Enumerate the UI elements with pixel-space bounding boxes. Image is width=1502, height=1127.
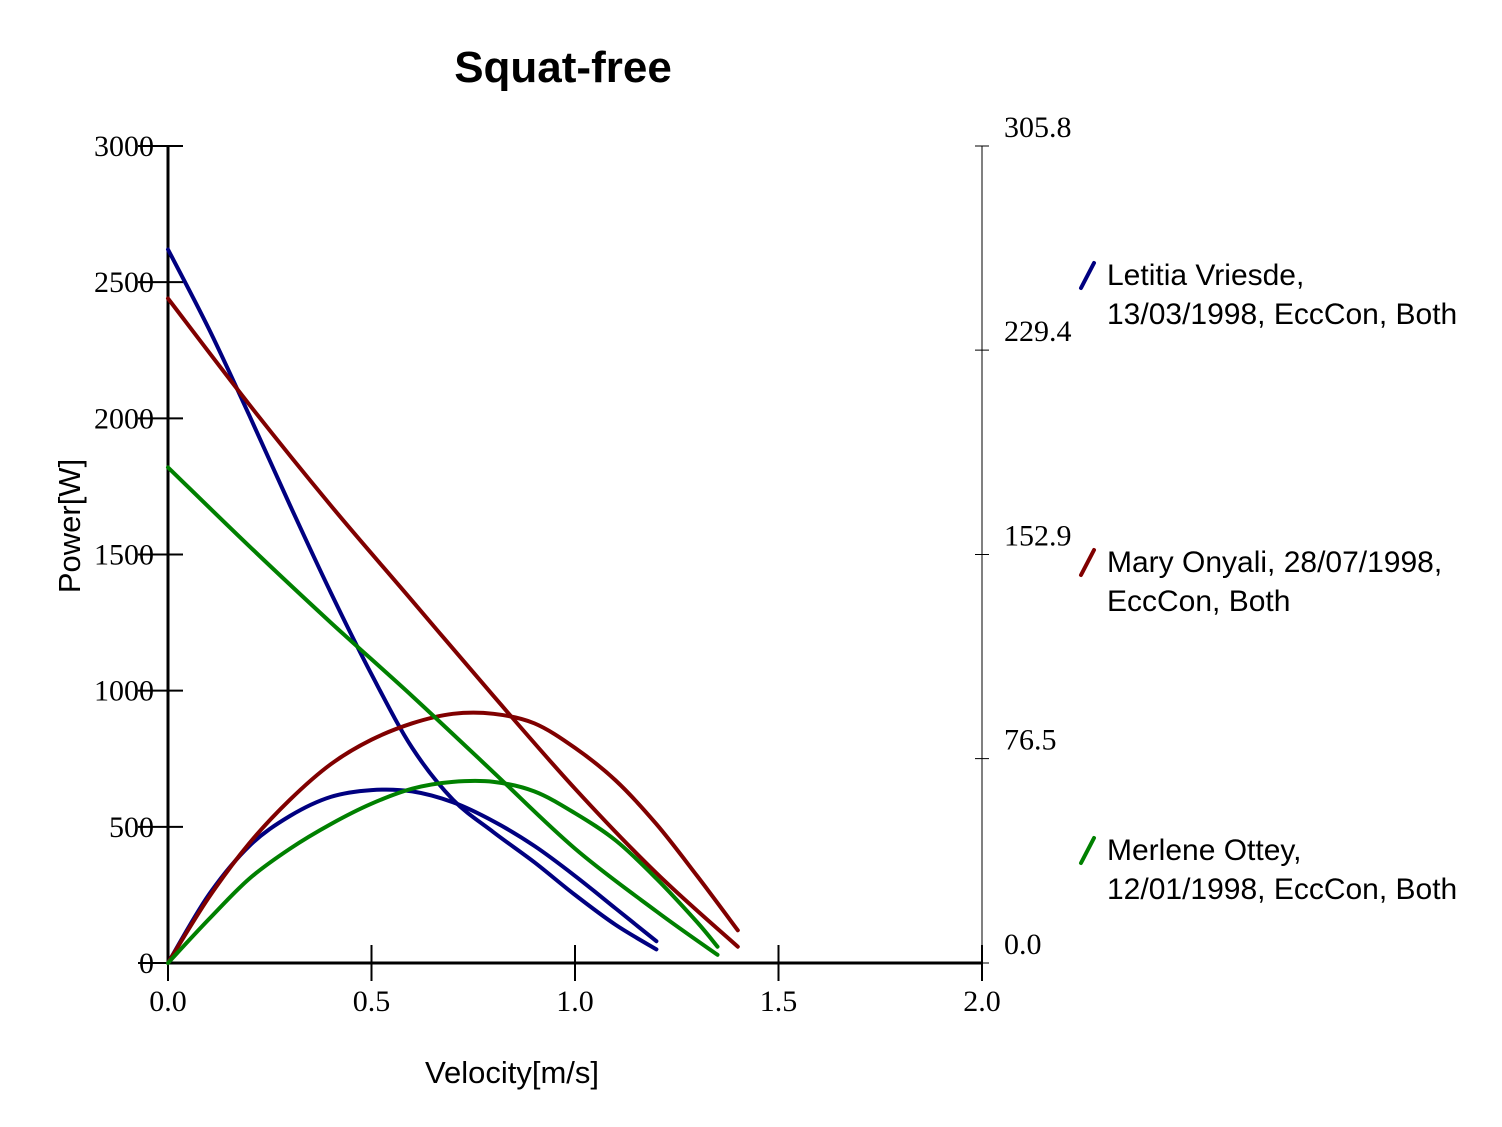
legend-swatch xyxy=(1079,836,1096,865)
legend-label: 13/03/1998, EccCon, Both xyxy=(1107,298,1457,331)
series-2-curve-2 xyxy=(166,710,740,965)
legend: Letitia Vriesde, 13/03/1998, EccCon, Both… xyxy=(1079,259,1457,906)
y-tick-label: 2000 xyxy=(94,402,154,435)
series-1-curve-2 xyxy=(166,787,659,965)
y2-tick-label: 152.9 xyxy=(1004,520,1072,553)
y-tick-label: 2500 xyxy=(94,266,154,299)
x-tick-label: 0.0 xyxy=(149,985,187,1018)
series-1-curve-1 xyxy=(166,247,659,952)
legend-label: Merlene Ottey, xyxy=(1107,834,1302,867)
y2-tick-label: 76.5 xyxy=(1004,724,1057,757)
x-axis-label: Velocity[m/s] xyxy=(425,1055,599,1090)
y2-tick-label: 0.0 xyxy=(1004,928,1042,961)
series-3-curve-2 xyxy=(166,778,720,965)
x-tick-label: 0.5 xyxy=(353,985,391,1018)
legend-label: Mary Onyali, 28/07/1998, xyxy=(1107,546,1442,579)
data-curves xyxy=(166,247,740,965)
y2-tick-label: 229.4 xyxy=(1004,315,1072,348)
x-tick-label: 2.0 xyxy=(963,985,1001,1018)
x-tick-label: 1.5 xyxy=(760,985,798,1018)
chart-title: Squat-free xyxy=(454,43,672,92)
y-tick-label: 1500 xyxy=(94,539,154,572)
legend-swatch xyxy=(1079,548,1096,577)
y-tick-label: 3000 xyxy=(94,130,154,163)
y2-tick-label: 305.8 xyxy=(1004,111,1072,144)
y-tick-label: 500 xyxy=(109,811,154,844)
series-2-curve-1 xyxy=(166,296,740,949)
y-axis-label: Power[W] xyxy=(52,459,87,593)
y-tick-label: 0 xyxy=(139,947,154,980)
y-tick-label: 1000 xyxy=(94,675,154,708)
series-3-curve-1 xyxy=(166,465,720,957)
legend-swatch xyxy=(1079,261,1096,290)
legend-label: 12/01/1998, EccCon, Both xyxy=(1107,873,1457,906)
x-tick-label: 1.0 xyxy=(556,985,594,1018)
legend-label: EccCon, Both xyxy=(1107,585,1290,618)
legend-label: Letitia Vriesde, xyxy=(1107,259,1304,292)
